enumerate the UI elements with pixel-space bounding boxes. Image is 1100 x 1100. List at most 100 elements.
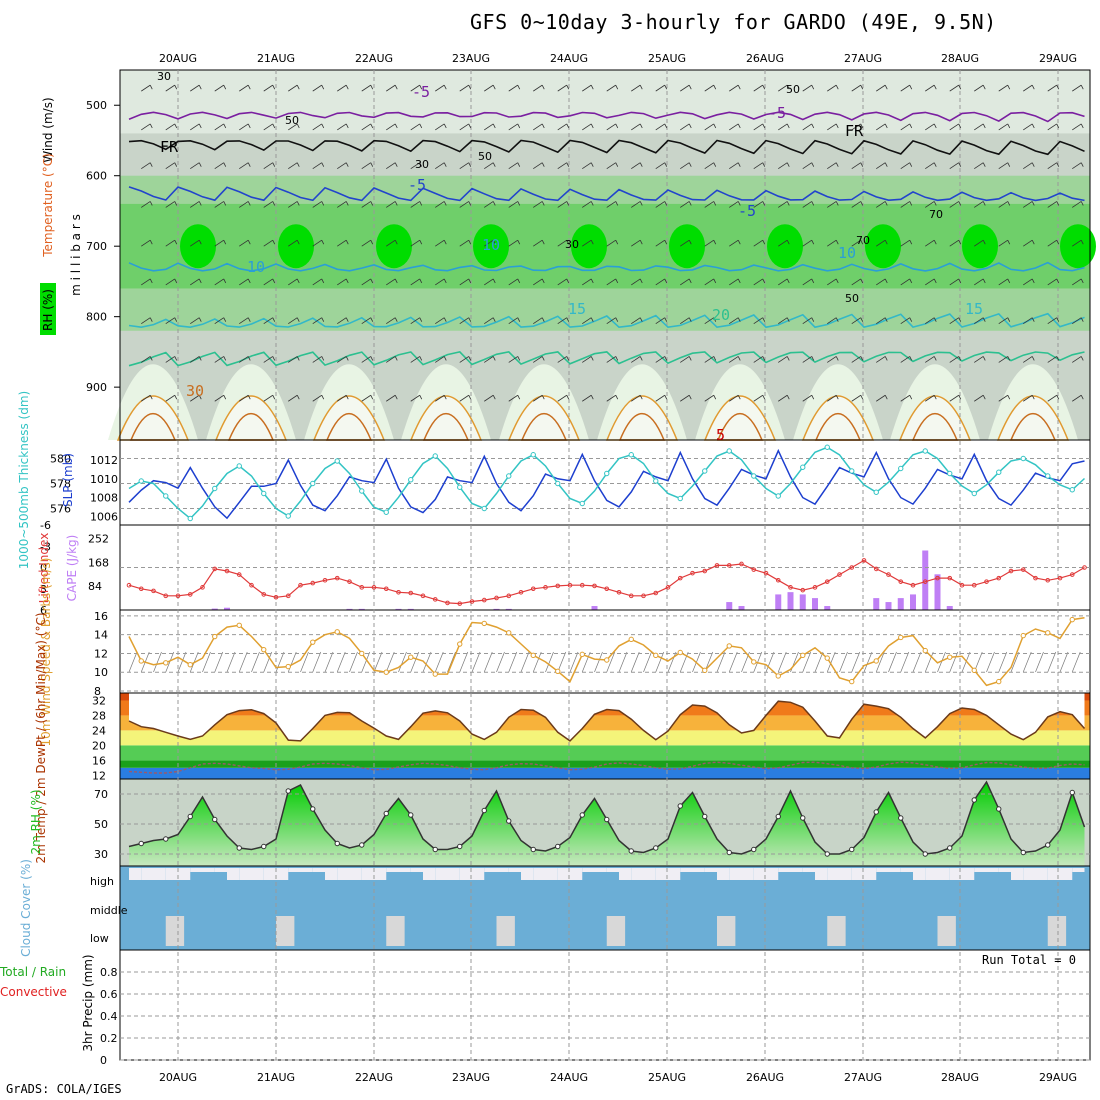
high-cloud-gap: [178, 868, 191, 880]
high-cloud-gap: [815, 868, 828, 880]
wind-barb: [1047, 239, 1060, 247]
wind-barb: [263, 394, 276, 402]
wind-barb: [1023, 239, 1035, 247]
thickness-marker: [530, 452, 536, 458]
wind-barb: [312, 84, 325, 92]
date-label-bottom: 22AUG: [355, 1071, 393, 1084]
wind10-barb: [398, 651, 407, 673]
wind10-marker: [775, 673, 781, 679]
rh2m-marker: [873, 809, 879, 815]
wind-barb: [459, 162, 472, 169]
rh2m-marker: [334, 840, 340, 847]
wind-barb: [680, 239, 692, 247]
wind-barb: [876, 317, 888, 325]
cape-bar: [897, 598, 904, 610]
lifted-index-line: [128, 559, 1085, 605]
cape-bar: [934, 574, 941, 610]
wind-barb: [337, 123, 349, 131]
wind-barb: [263, 317, 276, 325]
cape-bar: [799, 594, 806, 610]
high-cloud-gap: [533, 868, 546, 880]
high-cloud-gap: [766, 868, 779, 880]
wind10-marker: [849, 678, 855, 685]
wind-barb: [288, 278, 300, 286]
wind-barb: [141, 201, 153, 208]
wind-barb: [165, 84, 178, 92]
date-label-bottom: 21AUG: [257, 1071, 295, 1084]
high-cloud-gap: [925, 868, 938, 880]
wind-barb: [631, 239, 643, 247]
wind-barb: [998, 201, 1011, 208]
wind10-barb: [765, 651, 775, 673]
wind-barb: [484, 317, 496, 325]
temp-contour-35: [129, 412, 177, 441]
wind-barb: [729, 201, 741, 208]
high-cloud-gap: [827, 868, 840, 880]
wind-barb: [900, 123, 913, 131]
temp-contour-35: [814, 412, 862, 441]
wind10-barb: [1047, 651, 1057, 673]
temp-tick: 12: [92, 769, 106, 782]
rh-label: 30: [415, 158, 429, 171]
wind-barb: [900, 162, 913, 169]
wind-barb: [361, 201, 374, 208]
wind10-axis-label: 10m Wind Speed & Barbs (m/s): [39, 558, 53, 747]
temperature-contour: [128, 351, 1085, 367]
date-label-bottom: 20AUG: [159, 1071, 197, 1084]
wind-barb: [263, 123, 276, 131]
wind-barb: [1047, 201, 1060, 208]
rh2m-marker: [971, 797, 977, 803]
precip-tick: 0.6: [100, 988, 118, 1001]
wind-barb: [631, 356, 643, 363]
wind-barb: [214, 201, 227, 208]
thickness-marker: [261, 490, 267, 497]
high-cloud-gap: [484, 868, 497, 872]
thickness-marker: [751, 473, 757, 479]
thickness-marker: [971, 490, 977, 497]
wind-barb: [239, 394, 251, 402]
wind-barb: [214, 162, 227, 169]
wind-barb: [386, 84, 398, 92]
wind10-marker: [408, 654, 414, 660]
cape-bar: [738, 606, 745, 610]
wind-barb: [778, 201, 790, 208]
date-label-bottom: 28AUG: [941, 1071, 979, 1084]
wind-barb: [312, 278, 325, 286]
wind-barb: [1047, 84, 1060, 92]
high-cloud-gap: [802, 868, 815, 872]
wind10-barb: [777, 651, 787, 673]
wind-barb: [337, 356, 349, 363]
wind-barb: [165, 317, 178, 325]
wind-barb: [900, 356, 913, 363]
wind-barb: [631, 201, 643, 208]
wind-barb: [680, 278, 692, 286]
wind10-marker: [702, 667, 708, 674]
rh-saturated-blob: [865, 224, 901, 269]
wind-barb: [704, 84, 717, 92]
rh2m-marker: [604, 816, 610, 823]
wind-barb: [312, 239, 325, 247]
wind-barb: [974, 162, 986, 169]
wind-barb: [802, 123, 815, 131]
thickness-tick: 578: [50, 478, 71, 491]
wind10-barb: [361, 651, 371, 673]
wind-barb: [239, 239, 251, 247]
wind-barb: [214, 84, 227, 92]
temp-contour-35: [227, 412, 275, 441]
wind-barb: [214, 123, 227, 131]
wind-barb: [410, 162, 423, 169]
wind-barb: [827, 123, 839, 131]
wind-barb: [410, 356, 423, 363]
cape-bar: [395, 608, 402, 610]
wind-barb: [484, 356, 496, 363]
wind10-marker: [579, 651, 585, 658]
wind-barb: [827, 239, 839, 247]
thickness-marker: [726, 448, 732, 454]
high-cloud-gap: [557, 868, 570, 880]
wind-barb: [778, 356, 790, 363]
high-cloud-gap: [410, 868, 423, 872]
wind-barb: [998, 278, 1011, 286]
wind-barb: [606, 278, 619, 286]
wind-barb: [753, 162, 766, 169]
rh-saturated-blob: [473, 224, 509, 269]
